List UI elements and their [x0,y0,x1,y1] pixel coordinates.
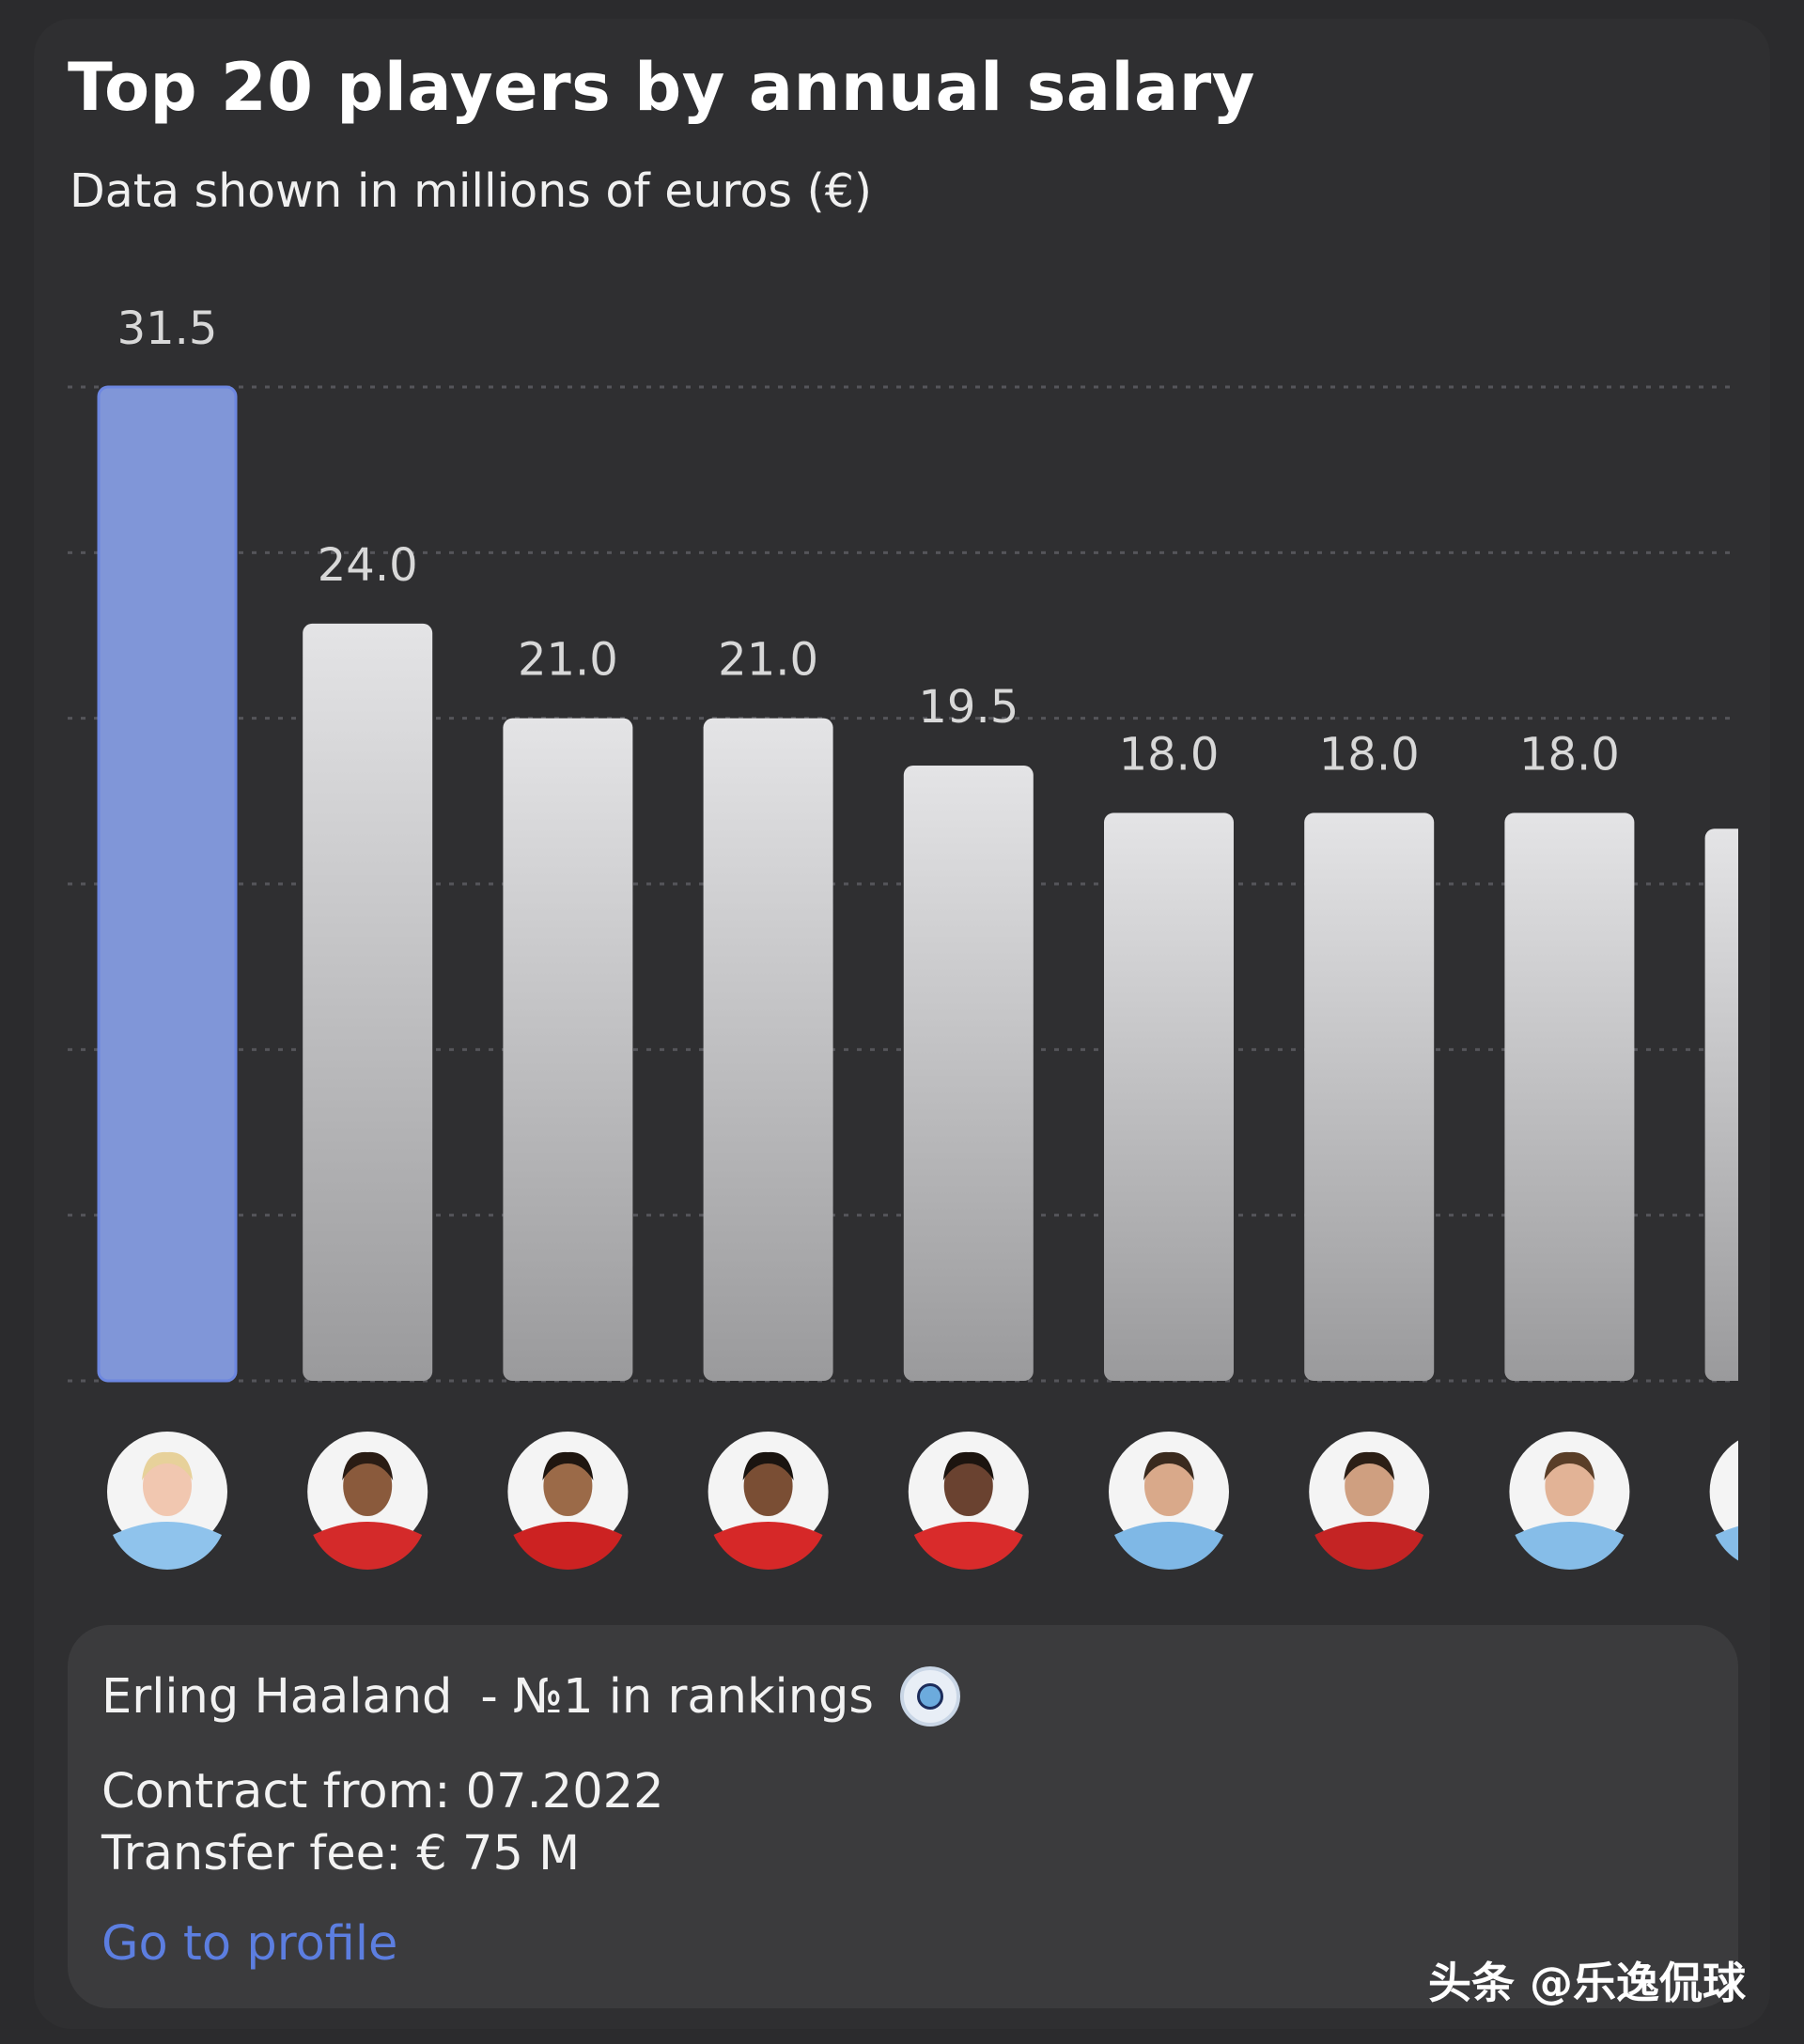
bar [97,385,238,1383]
avatar-shirt [1715,1525,1738,1561]
value-label: 19.5 [918,681,1019,734]
bar [503,718,633,1381]
avatar-shirt [1314,1522,1424,1570]
value-labels: 31.5 24.0 21.0 21.0 19.5 18.0 18.0 18.0 1 [117,302,1784,797]
contract-info: Contract from: 07.2022 [101,1764,664,1819]
player-avatars [107,1432,1796,1570]
player-heading: Erling Haaland - №1 in rankings [101,1666,960,1727]
bar [903,766,1034,1381]
avatar-background [1709,1440,1738,1543]
avatar-shirt [713,1522,823,1570]
avatar-shirt [1114,1522,1223,1570]
player-name: Erling Haaland [101,1668,453,1725]
avatar-shirt [513,1522,623,1570]
avatar-shirt [113,1522,222,1570]
player-avatar [507,1432,629,1570]
bar [1504,813,1635,1381]
avatar-hair [1544,1451,1595,1480]
player-avatar [708,1432,829,1570]
avatar-face [1545,1456,1594,1516]
go-to-profile-link[interactable]: Go to profile [101,1916,398,1972]
value-label: 21.0 [718,634,818,687]
transfer-fee-info: Transfer fee: € 75 M [101,1826,581,1881]
player-avatar [307,1432,428,1570]
player-info-panel: Erling Haaland - №1 in rankings Contract… [68,1625,1738,2008]
player-avatar [1709,1440,1796,1561]
avatar-hair [942,1451,994,1480]
avatar-hair [1745,1452,1796,1480]
avatar-face [143,1456,192,1516]
player-avatar [908,1432,1029,1570]
avatar-shirt [913,1522,1023,1570]
avatar-hair [142,1451,193,1480]
bar [1704,828,1738,1381]
bars [97,385,1738,1383]
value-label: 18.0 [1519,728,1620,781]
value-label: 18.0 [1319,728,1420,781]
avatar-face [1345,1456,1394,1516]
bar [703,718,833,1381]
value-label: 1 [1755,744,1784,797]
player-avatar [1509,1432,1630,1570]
avatar-face [543,1456,593,1516]
avatar-face [1144,1456,1193,1516]
value-label: 24.0 [318,539,418,592]
value-label: 21.0 [518,634,618,687]
watermark: 头条 @乐逸侃球 [1428,1958,1747,2008]
bar [1104,813,1234,1381]
player-avatar [1309,1432,1430,1570]
avatar-face [1746,1456,1795,1516]
avatar-hair [742,1451,794,1480]
player-avatar [107,1432,227,1570]
bar [1304,813,1435,1381]
avatar-shirt [313,1522,423,1570]
player-rank: - №1 in rankings [480,1668,874,1725]
avatar-hair [542,1451,594,1480]
avatar-face [343,1456,393,1516]
avatar-face [943,1456,993,1516]
avatar-shirt [1515,1522,1625,1570]
avatar-hair [1344,1451,1395,1480]
club-badge-icon [899,1666,960,1727]
avatar-hair [342,1451,394,1480]
value-label: 31.5 [117,302,218,355]
chart-subtitle: Data shown in millions of euros (€) [70,164,872,218]
value-label: 18.0 [1119,728,1220,781]
bar [303,623,433,1381]
chart-title: Top 20 players by annual salary [68,49,1255,126]
avatar-face [743,1456,793,1516]
avatar-hair [1143,1451,1194,1480]
bar-chart: 31.5 24.0 21.0 21.0 19.5 18.0 18.0 18.0 1 [68,302,1796,1570]
player-avatar [1109,1432,1229,1570]
